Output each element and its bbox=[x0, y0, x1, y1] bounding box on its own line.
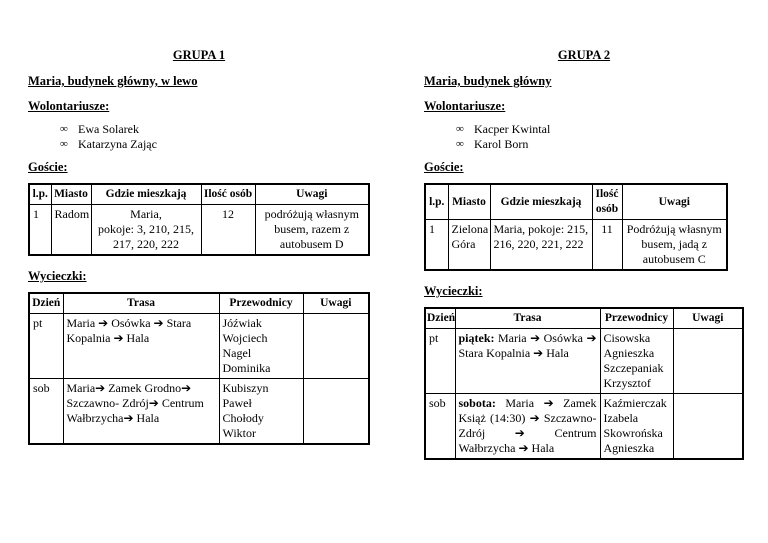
cell-lp: 1 bbox=[28, 204, 52, 256]
group-1-column: GRUPA 1 Maria, budynek główny, w lewo Wo… bbox=[28, 48, 370, 445]
cell-trasa: piątek: Maria ➔ Osówka ➔ Stara Kopalnia … bbox=[454, 328, 601, 394]
cell-trasa: Maria ➔ Osówka ➔ Stara Kopalnia ➔ Hala bbox=[62, 313, 220, 379]
cell-uwagi: Podróżują własnym busem, jadą z autobuse… bbox=[621, 219, 728, 271]
table-header-row: Dzień Trasa Przewodnicy Uwagi bbox=[28, 292, 370, 314]
group-2-guests-heading: Goście: bbox=[424, 160, 464, 174]
day-label: piątek: bbox=[458, 331, 495, 345]
group-1-volunteers-list: ∞ Ewa Solarek ∞ Katarzyna Zając bbox=[28, 122, 370, 152]
header-cell-ilosc: Ilość osób bbox=[200, 183, 256, 205]
cell-dzien: sob bbox=[28, 378, 64, 445]
cell-uwagi bbox=[672, 328, 744, 394]
table-row: sob sobota: Maria ➔ Zamek Książ (14:30) … bbox=[424, 393, 744, 460]
cell-trasa: Maria➔ Zamek Grodno➔ Szczawno- Zdrój➔ Ce… bbox=[62, 378, 220, 445]
day-label: sobota: bbox=[458, 396, 496, 410]
infinity-bullet-icon: ∞ bbox=[60, 138, 68, 150]
cell-uwagi bbox=[302, 378, 370, 445]
cell-uwagi bbox=[302, 313, 370, 379]
route-text: Maria ➔ Zamek Książ (14:30) ➔ Szczawno- … bbox=[458, 396, 597, 455]
cell-ilosc: 12 bbox=[200, 204, 256, 256]
header-cell-uwagi: Uwagi bbox=[302, 292, 370, 314]
cell-uwagi: podróżują własnym busem, razem z autobus… bbox=[254, 204, 370, 256]
header-cell-dzien: Dzień bbox=[424, 307, 456, 329]
infinity-bullet-icon: ∞ bbox=[60, 123, 68, 135]
header-cell-gdzie: Gdzie mieszkają bbox=[489, 183, 593, 220]
table-row: 1 Radom Maria, pokoje: 3, 210, 215, 217,… bbox=[28, 204, 370, 256]
group-1-guests-heading: Goście: bbox=[28, 160, 68, 174]
group-2-trips-heading: Wycieczki: bbox=[424, 284, 483, 298]
volunteer-item: ∞ Ewa Solarek bbox=[60, 122, 370, 137]
cell-przewodnicy: Kubiszyn Paweł Chołody Wiktor bbox=[218, 378, 304, 445]
header-cell-uwagi: Uwagi bbox=[254, 183, 370, 205]
table-header-row: Dzień Trasa Przewodnicy Uwagi bbox=[424, 307, 744, 329]
group-1-title: GRUPA 1 bbox=[172, 48, 226, 62]
header-cell-uwagi: Uwagi bbox=[672, 307, 744, 329]
group-1-trips-table: Dzień Trasa Przewodnicy Uwagi pt Maria ➔… bbox=[28, 292, 370, 445]
cell-gdzie: Maria, pokoje: 215, 216, 220, 221, 222 bbox=[489, 219, 593, 271]
group-1-subtitle: Maria, budynek główny, w lewo bbox=[28, 74, 198, 88]
group-2-volunteers-heading: Wolontariusze: bbox=[424, 99, 506, 113]
header-cell-przewodnicy: Przewodnicy bbox=[599, 307, 674, 329]
cell-ilosc: 11 bbox=[591, 219, 623, 271]
header-cell-trasa: Trasa bbox=[454, 307, 601, 329]
cell-lp: 1 bbox=[424, 219, 449, 271]
volunteer-item: ∞ Katarzyna Zając bbox=[60, 137, 370, 152]
header-cell-przewodnicy: Przewodnicy bbox=[218, 292, 304, 314]
route-text: Maria➔ Zamek Grodno➔ Szczawno- Zdrój➔ Ce… bbox=[66, 381, 204, 425]
group-1-volunteers-heading: Wolontariusze: bbox=[28, 99, 110, 113]
cell-dzien: sob bbox=[424, 393, 456, 460]
cell-miasto: Zielona Góra bbox=[447, 219, 491, 271]
volunteer-item: ∞ Kacper Kwintal bbox=[456, 122, 744, 137]
table-row: pt piątek: Maria ➔ Osówka ➔ Stara Kopaln… bbox=[424, 328, 744, 394]
header-cell-miasto: Miasto bbox=[447, 183, 491, 220]
table-row: pt Maria ➔ Osówka ➔ Stara Kopalnia ➔ Hal… bbox=[28, 313, 370, 379]
table-row: 1 Zielona Góra Maria, pokoje: 215, 216, … bbox=[424, 219, 728, 271]
header-cell-lp: l.p. bbox=[424, 183, 449, 220]
infinity-bullet-icon: ∞ bbox=[456, 123, 464, 135]
route-text: Maria ➔ Osówka ➔ Stara Kopalnia ➔ Hala bbox=[66, 316, 192, 345]
header-cell-trasa: Trasa bbox=[62, 292, 220, 314]
header-cell-dzien: Dzień bbox=[28, 292, 64, 314]
table-header-row: l.p. Miasto Gdzie mieszkają Ilość osób U… bbox=[424, 183, 728, 220]
header-cell-ilosc: Ilość osób bbox=[591, 183, 623, 220]
cell-przewodnicy: Jóźwiak Wojciech Nagel Dominika bbox=[218, 313, 304, 379]
group-2-subtitle: Maria, budynek główny bbox=[424, 74, 552, 88]
group-2-volunteers-list: ∞ Kacper Kwintal ∞ Karol Born bbox=[424, 122, 744, 152]
header-cell-gdzie: Gdzie mieszkają bbox=[90, 183, 202, 205]
cell-dzien: pt bbox=[28, 313, 64, 379]
group-2-title: GRUPA 2 bbox=[557, 48, 611, 62]
group-1-trips-heading: Wycieczki: bbox=[28, 269, 87, 283]
group-2-trips-table: Dzień Trasa Przewodnicy Uwagi pt piątek:… bbox=[424, 307, 744, 460]
cell-przewodnicy: Cisowska Agnieszka Szczepaniak Krzysztof bbox=[599, 328, 674, 394]
cell-trasa: sobota: Maria ➔ Zamek Książ (14:30) ➔ Sz… bbox=[454, 393, 601, 460]
volunteer-name: Ewa Solarek bbox=[78, 122, 139, 136]
cell-przewodnicy: Kaźmierczak Izabela Skowrońska Agnieszka bbox=[599, 393, 674, 460]
volunteer-name: Karol Born bbox=[474, 137, 529, 151]
header-cell-miasto: Miasto bbox=[50, 183, 92, 205]
two-column-layout: GRUPA 1 Maria, budynek główny, w lewo Wo… bbox=[28, 48, 744, 460]
table-row: sob Maria➔ Zamek Grodno➔ Szczawno- Zdrój… bbox=[28, 378, 370, 445]
group-2-guests-table: l.p. Miasto Gdzie mieszkają Ilość osób U… bbox=[424, 183, 728, 271]
group-2-column: GRUPA 2 Maria, budynek główny Wolontariu… bbox=[424, 48, 744, 460]
cell-miasto: Radom bbox=[50, 204, 92, 256]
volunteer-item: ∞ Karol Born bbox=[456, 137, 744, 152]
cell-uwagi bbox=[672, 393, 744, 460]
infinity-bullet-icon: ∞ bbox=[456, 138, 464, 150]
table-header-row: l.p. Miasto Gdzie mieszkają Ilość osób U… bbox=[28, 183, 370, 205]
route-text: Maria ➔ Osówka ➔ Stara Kopalnia ➔ Hala bbox=[458, 331, 597, 360]
volunteer-name: Kacper Kwintal bbox=[474, 122, 551, 136]
cell-gdzie: Maria, pokoje: 3, 210, 215, 217, 220, 22… bbox=[90, 204, 202, 256]
header-cell-lp: l.p. bbox=[28, 183, 52, 205]
group-1-guests-table: l.p. Miasto Gdzie mieszkają Ilość osób U… bbox=[28, 183, 370, 256]
header-cell-uwagi: Uwagi bbox=[621, 183, 728, 220]
volunteer-name: Katarzyna Zając bbox=[78, 137, 157, 151]
cell-dzien: pt bbox=[424, 328, 456, 394]
